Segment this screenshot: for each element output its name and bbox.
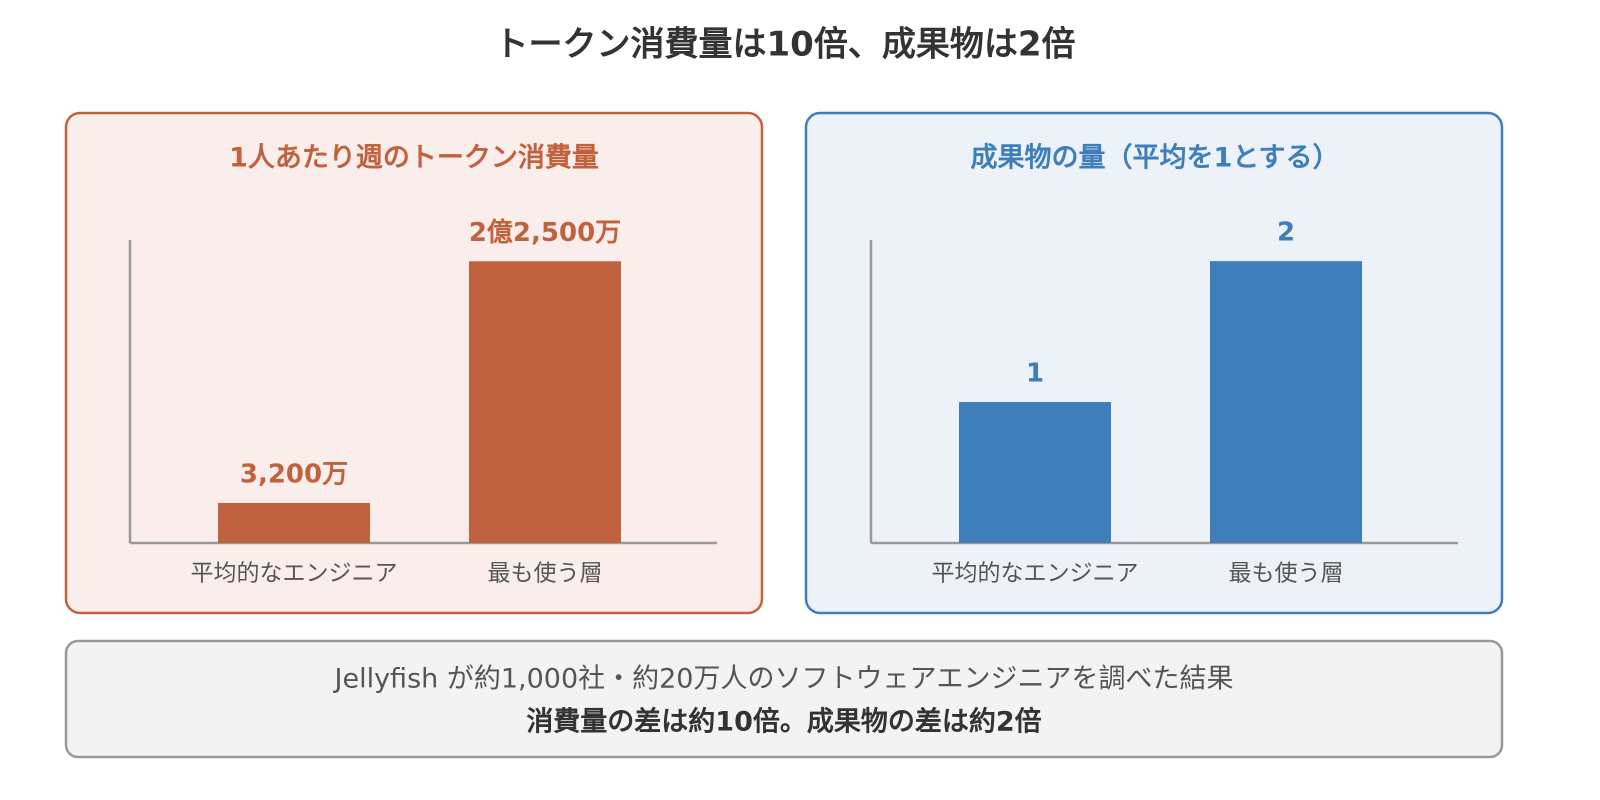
footer-box (64, 639, 1504, 759)
panel-title: 1人あたり週のトークン消費量 (229, 143, 599, 174)
page-title: トークン消費量は10倍、成果物は2倍 (495, 25, 1076, 65)
bar (959, 402, 1111, 543)
footer-text: 消費量の差は約10倍。成果物の差は約2倍 (526, 706, 1041, 738)
panel-title: 成果物の量（平均を1とする） (971, 143, 1340, 174)
bar (469, 261, 621, 543)
panel (804, 111, 1504, 615)
x-tick-label: 最も使う層 (1229, 561, 1344, 587)
x-tick-label: 最も使う層 (488, 561, 603, 587)
value-label: 1 (1026, 359, 1044, 389)
panel (64, 111, 764, 615)
x-tick-label: 平均的なエンジニア (191, 561, 398, 587)
value-label: 3,200万 (240, 459, 348, 489)
footer-text: Jellyfish が約1,000社・約20万人のソフトウェアエンジニアを調べた… (333, 664, 1234, 695)
bar (218, 502, 370, 543)
value-label: 2 (1277, 218, 1295, 248)
value-label: 2億2,500万 (469, 218, 621, 248)
x-tick-label: 平均的なエンジニア (932, 561, 1139, 587)
bar (1210, 261, 1362, 543)
